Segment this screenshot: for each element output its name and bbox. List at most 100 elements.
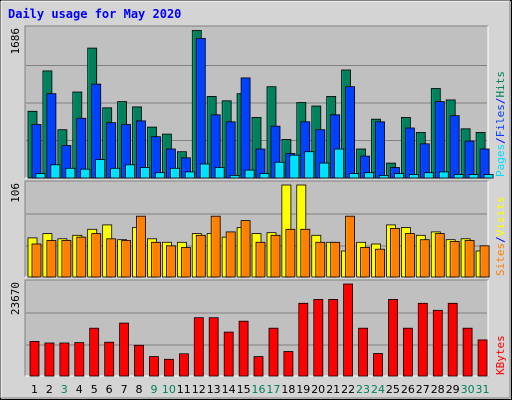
legend-kbytes: KBytes bbox=[494, 335, 507, 375]
bar-pages-day-8 bbox=[140, 167, 150, 179]
day-label-17: 17 bbox=[266, 383, 280, 396]
bar-sites-day-18 bbox=[285, 228, 296, 278]
bar-kbytes-day-21 bbox=[328, 298, 339, 377]
bar-sites-day-11 bbox=[180, 247, 191, 278]
bar-sites-day-27 bbox=[419, 239, 430, 278]
day-label-15: 15 bbox=[237, 383, 251, 396]
day-label-5: 5 bbox=[91, 383, 98, 396]
bar-sites-day-24 bbox=[375, 248, 385, 278]
day-labels: 1 2 3 4 5 6 7 8 9 10 11 12 13 14 15 16 17 18 19 20 21 22 23 24 2… bbox=[31, 383, 490, 396]
bar-pages-day-26 bbox=[408, 174, 419, 179]
bar-sites-day-22 bbox=[345, 215, 356, 278]
bar-pages-day-1 bbox=[35, 173, 46, 179]
day-label-4: 4 bbox=[76, 383, 83, 396]
day-label-23: 23 bbox=[356, 383, 370, 396]
bar-kbytes-day-30 bbox=[462, 327, 473, 377]
bar-sites-day-21 bbox=[330, 241, 341, 278]
bar-kbytes-day-7 bbox=[119, 322, 129, 377]
bar-sites-day-4 bbox=[76, 236, 87, 278]
bar-pages-day-14 bbox=[229, 174, 240, 179]
bar-pages-day-10 bbox=[169, 167, 180, 179]
day-label-10: 10 bbox=[162, 383, 176, 396]
bar-sites-day-30 bbox=[464, 240, 475, 278]
bar-kbytes-day-18 bbox=[283, 351, 294, 377]
bar-sites-day-8 bbox=[136, 215, 146, 278]
bar-kbytes-day-24 bbox=[373, 353, 383, 377]
bar-pages-day-5 bbox=[95, 159, 106, 179]
legend-files: Files bbox=[494, 104, 507, 137]
panel-2-legend: KBytes bbox=[494, 335, 507, 375]
panel-0-ymax-label: 1686 bbox=[9, 28, 22, 55]
bar-kbytes-day-13 bbox=[208, 317, 219, 377]
bar-pages-day-21 bbox=[334, 148, 345, 179]
bar-kbytes-day-25 bbox=[388, 298, 398, 377]
bar-sites-day-5 bbox=[91, 233, 102, 278]
panel-0-legend: Pages/Files/Hits bbox=[494, 71, 507, 177]
bar-pages-day-17 bbox=[274, 161, 285, 179]
bar-kbytes-day-29 bbox=[447, 302, 458, 377]
day-label-25: 25 bbox=[386, 383, 400, 396]
legend-pages: Pages bbox=[494, 144, 507, 177]
bar-sites-day-23 bbox=[360, 247, 371, 278]
bar-pages-day-19 bbox=[304, 151, 315, 179]
day-label-31: 31 bbox=[476, 383, 490, 396]
bar-sites-day-3 bbox=[61, 240, 72, 278]
bar-sites-day-12 bbox=[195, 234, 206, 278]
day-label-19: 19 bbox=[296, 383, 310, 396]
bar-kbytes-day-17 bbox=[268, 327, 279, 377]
bar-kbytes-day-19 bbox=[298, 302, 309, 377]
day-label-3: 3 bbox=[61, 383, 68, 396]
bar-kbytes-day-27 bbox=[417, 302, 428, 377]
day-label-22: 22 bbox=[341, 383, 355, 396]
bar-pages-day-13 bbox=[214, 167, 225, 179]
legend-visits: Visits bbox=[494, 197, 507, 237]
bar-pages-day-3 bbox=[65, 167, 76, 179]
day-label-1: 1 bbox=[31, 383, 38, 396]
panel-2-ymax-label: 23670 bbox=[9, 282, 22, 315]
bar-kbytes-day-16 bbox=[253, 356, 264, 377]
bar-kbytes-day-20 bbox=[313, 298, 324, 377]
bar-pages-day-4 bbox=[80, 168, 91, 179]
bar-kbytes-day-23 bbox=[358, 327, 369, 377]
bar-kbytes-day-28 bbox=[432, 309, 443, 377]
bar-sites-day-20 bbox=[315, 241, 326, 278]
chart-panels: 1686 Pages/Files/Hits 106 Sites/Visits 23670… bbox=[9, 25, 507, 377]
bar-kbytes-day-5 bbox=[89, 327, 100, 377]
day-label-27: 27 bbox=[416, 383, 430, 396]
bar-sites-day-1 bbox=[31, 243, 42, 278]
bar-pages-day-20 bbox=[319, 162, 330, 179]
bar-pages-day-2 bbox=[50, 164, 61, 179]
bar-sites-day-13 bbox=[210, 215, 221, 278]
bar-sites-day-25 bbox=[390, 227, 400, 278]
panel-1-legend: Sites/Visits bbox=[494, 197, 507, 277]
day-label-7: 7 bbox=[121, 383, 128, 396]
bar-kbytes-day-26 bbox=[402, 327, 413, 377]
bar-kbytes-day-14 bbox=[223, 331, 234, 377]
bar-sites-day-7 bbox=[121, 240, 131, 278]
bar-sites-day-28 bbox=[434, 233, 445, 278]
bar-sites-day-31 bbox=[479, 245, 490, 278]
bar-kbytes-day-4 bbox=[74, 342, 85, 377]
bar-kbytes-day-10 bbox=[163, 358, 174, 377]
bar-pages-day-28 bbox=[438, 171, 449, 179]
bar-sites-day-17 bbox=[270, 234, 281, 278]
day-label-29: 29 bbox=[446, 383, 460, 396]
bar-sites-day-6 bbox=[106, 238, 117, 278]
bar-sites-day-9 bbox=[151, 241, 161, 278]
bar-pages-day-18 bbox=[289, 154, 300, 179]
bar-kbytes-day-9 bbox=[149, 356, 159, 377]
day-label-30: 30 bbox=[461, 383, 475, 396]
bar-sites-day-16 bbox=[255, 241, 266, 278]
day-label-11: 11 bbox=[177, 383, 191, 396]
day-label-28: 28 bbox=[431, 383, 445, 396]
bar-pages-day-12 bbox=[199, 163, 210, 179]
bar-pages-day-11 bbox=[184, 171, 195, 179]
bar-kbytes-day-2 bbox=[44, 342, 55, 377]
bar-kbytes-day-31 bbox=[477, 339, 488, 377]
bar-kbytes-day-22 bbox=[343, 283, 354, 377]
bar-pages-day-7 bbox=[125, 164, 135, 179]
day-label-16: 16 bbox=[252, 383, 266, 396]
bar-pages-day-27 bbox=[423, 172, 434, 179]
bar-kbytes-day-3 bbox=[59, 342, 70, 377]
bar-sites-day-19 bbox=[300, 228, 311, 278]
